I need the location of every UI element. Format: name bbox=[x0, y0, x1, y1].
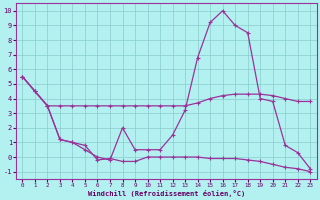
X-axis label: Windchill (Refroidissement éolien,°C): Windchill (Refroidissement éolien,°C) bbox=[88, 190, 245, 197]
